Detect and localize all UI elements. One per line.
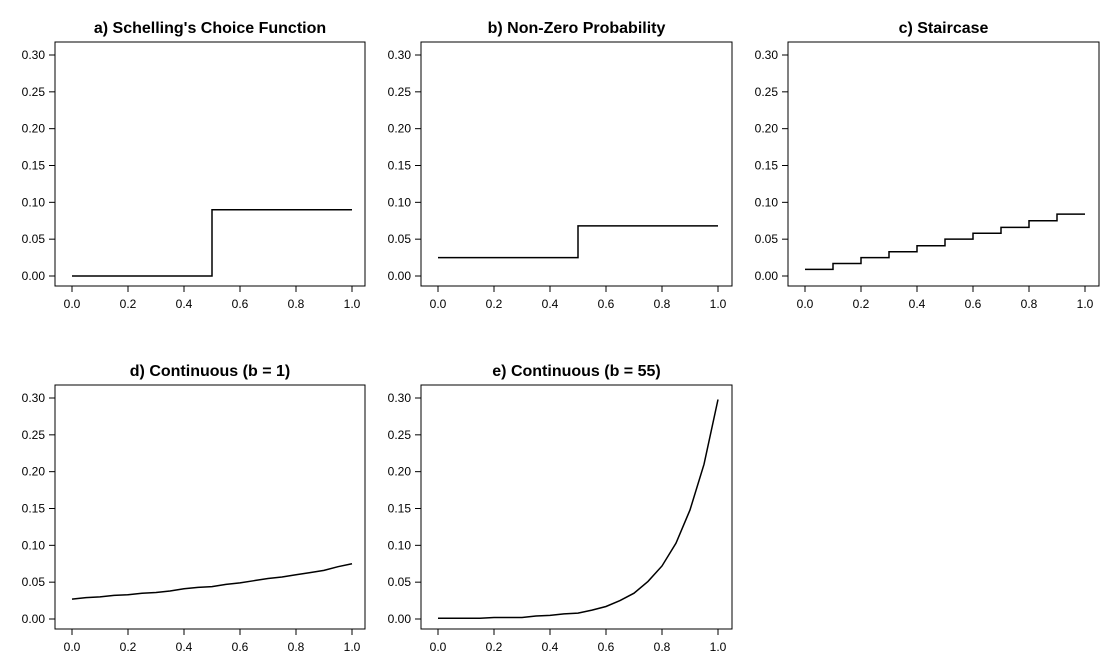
y-tick-label-b-3: 0.15	[388, 159, 412, 173]
x-tick-label-b-3: 0.6	[598, 297, 615, 311]
y-tick-label-b-2: 0.10	[388, 195, 412, 209]
y-tick-label-b-6: 0.30	[388, 48, 412, 62]
x-tick-label-c-2: 0.4	[909, 297, 926, 311]
panel-e: e) Continuous (b = 55) 0.0 0.2 0.4 0.6 0.8 1.0…	[388, 363, 733, 654]
y-tick-label-c-3: 0.15	[755, 159, 779, 173]
x-tick-label-e-5: 1.0	[710, 640, 727, 654]
y-tick-label-d-6: 0.30	[22, 391, 46, 405]
y-tick-label-c-4: 0.20	[755, 122, 779, 136]
y-tick-label-a-4: 0.20	[22, 122, 46, 136]
y-tick-label-c-5: 0.25	[755, 85, 779, 99]
y-tick-label-e-3: 0.15	[388, 502, 412, 516]
y-tick-label-d-4: 0.20	[22, 465, 46, 479]
series-line-d	[71, 563, 353, 600]
series-line-e	[438, 399, 719, 620]
y-tick-label-a-1: 0.05	[22, 232, 46, 246]
x-tick-label-a-3: 0.6	[232, 297, 249, 311]
plot-frame-d	[54, 384, 366, 630]
y-tick-label-a-6: 0.30	[22, 48, 46, 62]
x-tick-label-e-0: 0.0	[430, 640, 447, 654]
y-tick-label-e-4: 0.20	[388, 465, 412, 479]
y-tick-label-e-2: 0.10	[388, 538, 412, 552]
y-tick-label-e-0: 0.00	[388, 612, 412, 626]
y-tick-label-e-5: 0.25	[388, 428, 412, 442]
series-line-a	[72, 208, 352, 277]
plot-frame-e	[420, 384, 733, 630]
chart-title-b: b) Non-Zero Probability	[488, 20, 666, 37]
x-tick-label-d-0: 0.0	[64, 640, 81, 654]
plot-frame-c	[787, 41, 1100, 287]
y-tick-label-d-1: 0.05	[22, 575, 46, 589]
chart-title-a: a) Schelling's Choice Function	[94, 20, 326, 37]
y-tick-label-c-0: 0.00	[755, 269, 779, 283]
chart-title-d: d) Continuous (b = 1)	[130, 363, 290, 380]
y-tick-label-a-2: 0.10	[22, 195, 46, 209]
y-tick-label-b-4: 0.20	[388, 122, 412, 136]
x-tick-label-a-2: 0.4	[176, 297, 193, 311]
x-tick-label-d-1: 0.2	[120, 640, 137, 654]
x-tick-label-a-4: 0.8	[288, 297, 305, 311]
y-tick-label-c-6: 0.30	[755, 48, 779, 62]
x-tick-label-d-5: 1.0	[344, 640, 361, 654]
x-tick-label-c-4: 0.8	[1021, 297, 1038, 311]
panel-c: c) Staircase 0.0 0.2 0.4 0.6 0.8 1.0 0.00 0.05 0.…	[755, 20, 1100, 311]
chart-title-e: e) Continuous (b = 55)	[492, 363, 660, 380]
y-tick-label-c-1: 0.05	[755, 232, 779, 246]
y-tick-label-a-0: 0.00	[22, 269, 46, 283]
y-tick-label-b-0: 0.00	[388, 269, 412, 283]
y-tick-label-d-5: 0.25	[22, 428, 46, 442]
y-tick-label-e-1: 0.05	[388, 575, 412, 589]
x-tick-label-b-5: 1.0	[710, 297, 727, 311]
y-tick-label-c-2: 0.10	[755, 195, 779, 209]
x-tick-label-b-2: 0.4	[542, 297, 559, 311]
x-tick-label-c-5: 1.0	[1077, 297, 1094, 311]
y-tick-label-b-1: 0.05	[388, 232, 412, 246]
x-tick-label-d-3: 0.6	[232, 640, 249, 654]
x-tick-label-a-5: 1.0	[344, 297, 361, 311]
x-tick-label-e-3: 0.6	[598, 640, 615, 654]
x-tick-label-a-1: 0.2	[120, 297, 137, 311]
y-tick-label-e-6: 0.30	[388, 391, 412, 405]
y-tick-label-a-5: 0.25	[22, 85, 46, 99]
x-tick-label-c-3: 0.6	[965, 297, 982, 311]
x-tick-label-c-1: 0.2	[853, 297, 870, 311]
y-tick-label-d-2: 0.10	[22, 538, 46, 552]
plot-frame-a	[54, 41, 366, 287]
x-tick-label-b-4: 0.8	[654, 297, 671, 311]
y-tick-label-a-3: 0.15	[22, 159, 46, 173]
x-tick-label-e-1: 0.2	[486, 640, 503, 654]
panel-a: a) Schelling's Choice Function 0.0 0.2 0.4 0…	[22, 20, 366, 311]
x-tick-label-d-2: 0.4	[176, 640, 193, 654]
chart-title-c: c) Staircase	[899, 20, 989, 37]
x-tick-label-c-0: 0.0	[797, 297, 814, 311]
y-tick-label-d-3: 0.15	[22, 502, 46, 516]
plot-frame-b	[420, 41, 733, 287]
panel-b: b) Non-Zero Probability 0.0 0.2 0.4 0.6 0.8 1.…	[388, 20, 733, 311]
x-tick-label-b-0: 0.0	[430, 297, 447, 311]
series-line-c	[805, 213, 1085, 271]
x-tick-label-e-2: 0.4	[542, 640, 559, 654]
y-tick-label-d-0: 0.00	[22, 612, 46, 626]
x-tick-label-a-0: 0.0	[64, 297, 81, 311]
x-tick-label-d-4: 0.8	[288, 640, 305, 654]
x-tick-label-b-1: 0.2	[486, 297, 503, 311]
series-line-b	[438, 225, 718, 259]
panel-d: d) Continuous (b = 1) 0.0 0.2 0.4 0.6 0.8 1.0 0…	[22, 363, 366, 654]
x-tick-label-e-4: 0.8	[654, 640, 671, 654]
y-tick-label-b-5: 0.25	[388, 85, 412, 99]
